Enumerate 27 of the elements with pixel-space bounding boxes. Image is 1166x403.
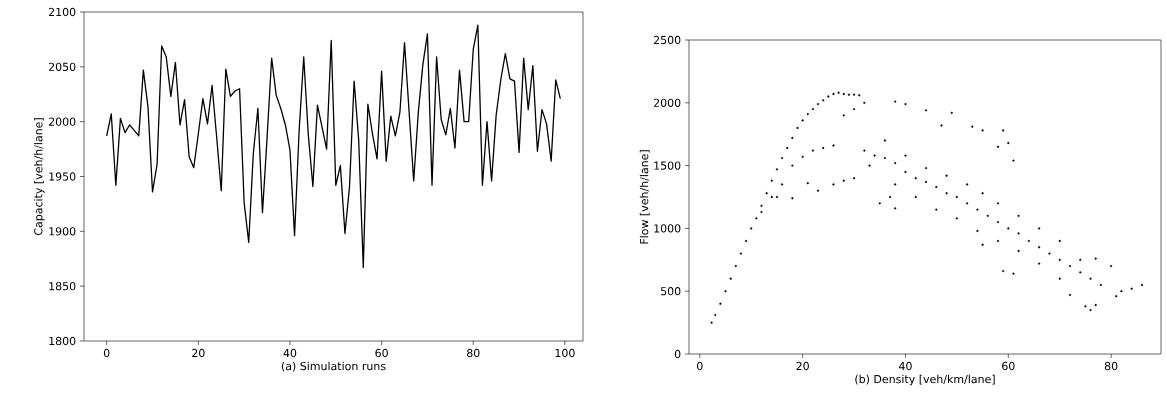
x-tick-label: 100 <box>555 348 575 358</box>
x-axis-title: (a) Simulation runs <box>281 361 386 372</box>
x-tick-label: 80 <box>1104 361 1118 371</box>
x-tick-label: 20 <box>796 361 809 371</box>
y-tick-label: 2000 <box>48 117 76 126</box>
y-tick-label: 1500 <box>654 161 681 170</box>
x-tick-label: 20 <box>192 348 205 358</box>
y-tick-label: 1950 <box>49 172 76 181</box>
x-tick-label: 80 <box>467 348 480 358</box>
x-tick-label: 40 <box>283 348 297 358</box>
y-axis-title: Flow [veh/h/lane] <box>639 150 650 244</box>
y-tick-label: 1900 <box>49 227 76 236</box>
x-tick-label: 0 <box>697 361 703 371</box>
y-axis-title: Capacity [veh/h/lane] <box>33 118 45 236</box>
y-tick-label: 2100 <box>48 7 76 17</box>
y-tick-label: 1850 <box>49 282 76 291</box>
x-tick-label: 60 <box>1002 361 1015 371</box>
x-axis-title: (b) Density [veh/km/lane] <box>855 374 995 386</box>
x-tick-label: 40 <box>899 361 912 371</box>
y-tick-label: 1800 <box>49 336 76 346</box>
x-tick-label: 0 <box>103 348 110 358</box>
y-tick-label: 2050 <box>48 62 76 71</box>
y-tick-label: 1000 <box>654 224 681 233</box>
y-tick-label: 2500 <box>653 35 681 45</box>
y-tick-label: 500 <box>660 287 681 296</box>
y-tick-label: 2000 <box>653 98 681 107</box>
x-tick-label: 60 <box>375 348 388 358</box>
